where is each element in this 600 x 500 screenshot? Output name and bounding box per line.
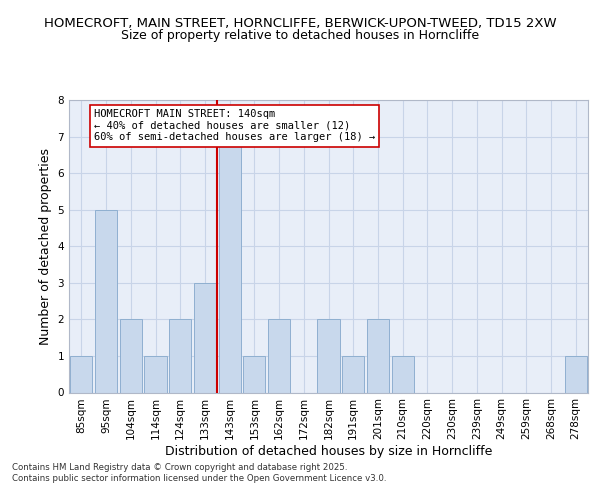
Bar [243, 356, 265, 393]
Text: HOMECROFT, MAIN STREET, HORNCLIFFE, BERWICK-UPON-TWEED, TD15 2XW: HOMECROFT, MAIN STREET, HORNCLIFFE, BERW… [44, 18, 556, 30]
Bar [367, 320, 389, 392]
Y-axis label: Number of detached properties: Number of detached properties [39, 148, 52, 345]
Bar [194, 283, 216, 393]
Bar [317, 320, 340, 392]
Bar [268, 320, 290, 392]
Bar [218, 136, 241, 392]
Bar [169, 320, 191, 392]
Bar [392, 356, 414, 393]
Bar [565, 356, 587, 393]
Bar [145, 356, 167, 393]
Text: HOMECROFT MAIN STREET: 140sqm
← 40% of detached houses are smaller (12)
60% of s: HOMECROFT MAIN STREET: 140sqm ← 40% of d… [94, 109, 375, 142]
Bar [119, 320, 142, 392]
Text: Contains HM Land Registry data © Crown copyright and database right 2025.: Contains HM Land Registry data © Crown c… [12, 462, 347, 471]
Bar [95, 210, 117, 392]
Text: Size of property relative to detached houses in Horncliffe: Size of property relative to detached ho… [121, 29, 479, 42]
X-axis label: Distribution of detached houses by size in Horncliffe: Distribution of detached houses by size … [165, 445, 492, 458]
Text: Contains public sector information licensed under the Open Government Licence v3: Contains public sector information licen… [12, 474, 386, 483]
Bar [342, 356, 364, 393]
Bar [70, 356, 92, 393]
